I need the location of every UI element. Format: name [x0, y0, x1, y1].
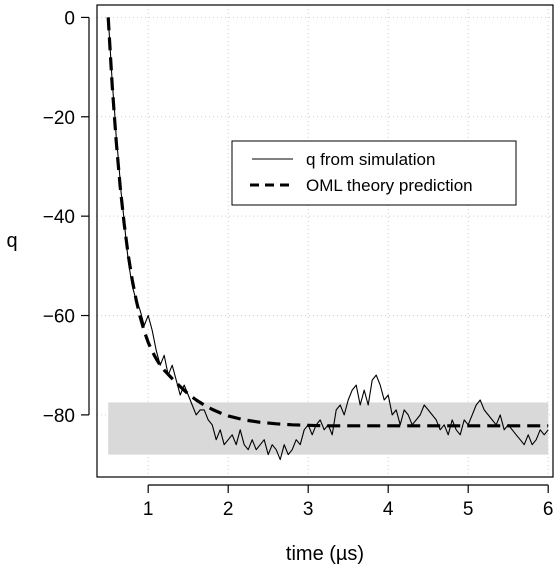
y-tick-label-0: 0 — [64, 8, 75, 29]
x-tick-label-5: 6 — [543, 499, 554, 520]
y-tick-label-1: −20 — [43, 108, 75, 129]
x-axis-label: time (µs) — [286, 543, 364, 565]
y-axis-label: q — [6, 230, 17, 252]
legend-label-simulation: q from simulation — [306, 150, 435, 169]
x-tick-label-1: 2 — [223, 499, 234, 520]
y-tick-label-2: −40 — [43, 207, 75, 228]
y-tick-label-4: −80 — [43, 406, 75, 427]
x-tick-label-4: 5 — [463, 499, 474, 520]
reference-band — [108, 402, 549, 455]
series-line-simulation — [107, 17, 549, 461]
plot-frame — [96, 4, 554, 478]
series-line-oml-theory — [106, 17, 549, 428]
legend-label-oml-theory: OML theory prediction — [306, 176, 473, 195]
x-tick-label-0: 1 — [143, 499, 154, 520]
y-axis: 0 −20 −40 −60 −80 — [43, 8, 90, 427]
x-tick-label-3: 4 — [383, 499, 394, 520]
x-axis: 1 2 3 4 5 6 — [143, 484, 554, 520]
y-tick-label-3: −60 — [43, 307, 75, 328]
x-tick-label-2: 3 — [303, 499, 314, 520]
legend-box — [231, 140, 517, 206]
series-layer — [106, 17, 549, 461]
legend: q from simulation OML theory prediction — [231, 140, 517, 206]
